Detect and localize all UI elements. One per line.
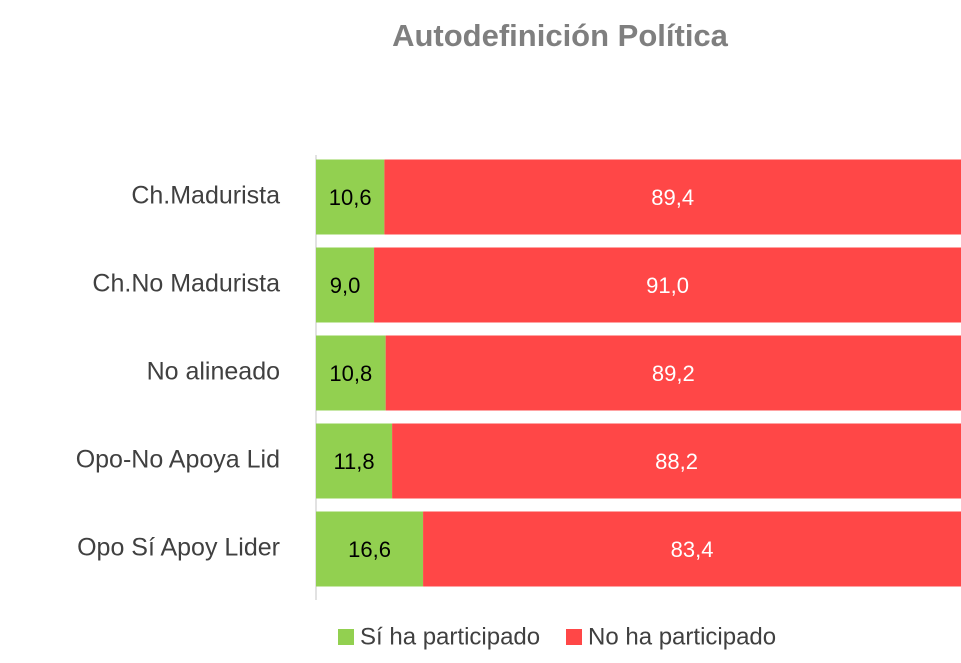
value-label: 10,8 <box>329 361 372 386</box>
value-label: 9,0 <box>330 273 361 298</box>
value-label: 11,8 <box>333 449 374 474</box>
value-label: 89,2 <box>652 361 695 386</box>
bar-segment <box>316 247 375 323</box>
legend-swatch <box>338 629 354 645</box>
value-label: 83,4 <box>671 537 714 562</box>
y-tick-label: Opo-No Apoya Lid <box>76 446 280 474</box>
y-tick-label: Ch.No Madurista <box>92 270 280 298</box>
bar-segment <box>316 511 424 587</box>
bar-segment <box>374 247 961 323</box>
bar-segment <box>384 159 961 235</box>
bar-segment <box>316 159 385 235</box>
chart-title: Autodefinición Política <box>392 18 729 53</box>
y-tick-label: No alineado <box>147 358 280 386</box>
y-tick-label: Opo Sí Apoy Lider <box>77 534 280 562</box>
bar-segment <box>316 423 393 499</box>
bar-segment <box>316 335 386 411</box>
y-tick-label: Ch.Madurista <box>131 182 280 210</box>
value-label: 91,0 <box>646 273 689 298</box>
legend-label: Sí ha participado <box>360 623 540 650</box>
value-label: 16,6 <box>348 537 391 562</box>
legend-label: No ha participado <box>588 623 776 650</box>
bar-segment <box>423 511 961 587</box>
value-label: 89,4 <box>651 185 694 210</box>
value-label: 10,6 <box>329 185 372 210</box>
bar-segment <box>385 335 961 411</box>
bar-segment <box>392 423 961 499</box>
legend-swatch <box>566 629 582 645</box>
value-label: 88,2 <box>655 449 698 474</box>
